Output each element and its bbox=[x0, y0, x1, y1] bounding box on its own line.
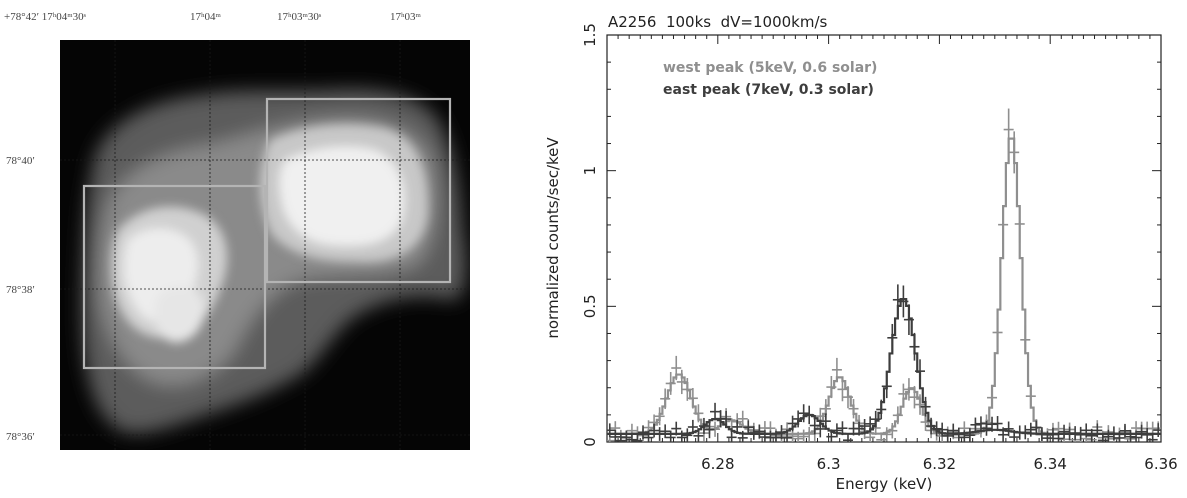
series-layer bbox=[607, 108, 1161, 442]
legend-west: west peak (5keV, 0.6 solar) bbox=[663, 60, 877, 76]
east-region-box bbox=[82, 184, 267, 370]
series-line-east bbox=[607, 297, 1161, 435]
ra-label-4: 17ʰ03ᵐ bbox=[390, 11, 422, 23]
x-tick-label: 6.34 bbox=[1033, 455, 1066, 473]
y-axis-label: normalized counts/sec/keV bbox=[544, 137, 562, 339]
ra-label-2: 17ʰ04ᵐ bbox=[190, 11, 222, 23]
y-tick-labels: 0 0.5 1 1.5 bbox=[581, 23, 599, 447]
xray-image-panel: +78°42′ 17ʰ04ᵐ30ˢ 17ʰ04ᵐ 17ʰ03ᵐ30ˢ 17ʰ03… bbox=[4, 11, 470, 450]
dec-label-1: 78°40′ bbox=[6, 155, 35, 167]
y-tick-label: 0 bbox=[581, 437, 599, 447]
ra-label-1: +78°42′ 17ʰ04ᵐ30ˢ bbox=[4, 11, 87, 23]
x-tick-label: 6.32 bbox=[923, 455, 956, 473]
x-axis-label: Energy (keV) bbox=[836, 475, 933, 493]
x-tick-label: 6.3 bbox=[817, 455, 841, 473]
chart-title: A2256 100ks dV=1000km/s bbox=[608, 13, 828, 31]
x-tick-labels: 6.28 6.3 6.32 6.34 6.36 bbox=[701, 455, 1178, 473]
west-region-box bbox=[265, 97, 452, 284]
y-tick-label: 0.5 bbox=[581, 294, 599, 318]
axis-ticks bbox=[606, 34, 1162, 443]
coordinate-grid bbox=[60, 40, 470, 450]
ra-label-3: 17ʰ03ᵐ30ˢ bbox=[277, 11, 322, 23]
x-tick-label: 6.36 bbox=[1144, 455, 1177, 473]
spectrum-chart: A2256 100ks dV=1000km/s 6.28 6.3 6.32 6.34 6… bbox=[544, 13, 1178, 493]
legend-east: east peak (7keV, 0.3 solar) bbox=[663, 82, 874, 98]
dec-label-3: 78°36′ bbox=[6, 431, 35, 443]
y-tick-label: 1.5 bbox=[581, 23, 599, 47]
dec-label-2: 78°38′ bbox=[6, 284, 35, 296]
x-tick-label: 6.28 bbox=[701, 455, 734, 473]
y-tick-label: 1 bbox=[581, 166, 599, 176]
